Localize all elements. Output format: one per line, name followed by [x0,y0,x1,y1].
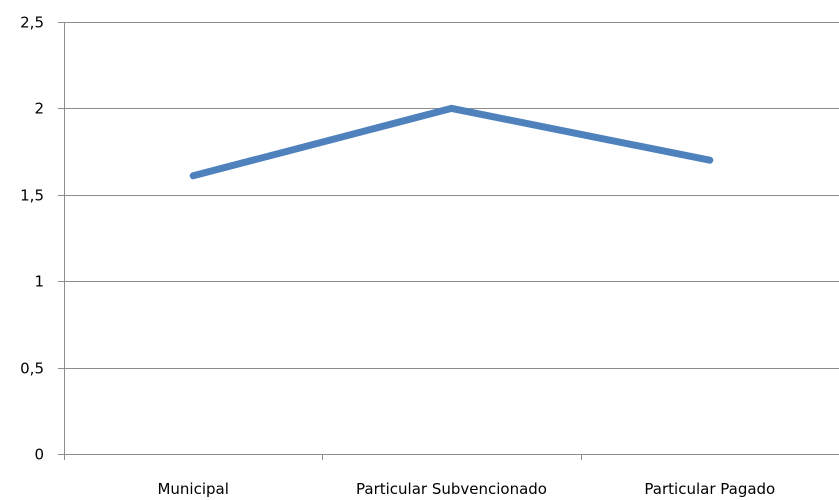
x-category-label: Municipal [157,480,228,498]
x-category-label: Particular Subvencionado [356,480,547,498]
y-tick-label: 1,5 [20,187,44,205]
y-tick-label: 2 [34,100,44,118]
y-tick-labels: 0 0,5 1 1,5 2 2,5 [20,14,44,464]
axes [58,22,839,460]
x-category-label: Particular Pagado [644,480,775,498]
gridlines [58,22,839,369]
series [189,104,714,180]
y-tick-label: 0,5 [20,360,44,378]
series-line [189,104,714,180]
y-tick-label: 2,5 [20,14,44,32]
y-tick-label: 1 [34,273,44,291]
x-tick-labels: Municipal Particular Subvencionado Particu… [157,480,775,498]
y-tick-label: 0 [34,446,44,464]
